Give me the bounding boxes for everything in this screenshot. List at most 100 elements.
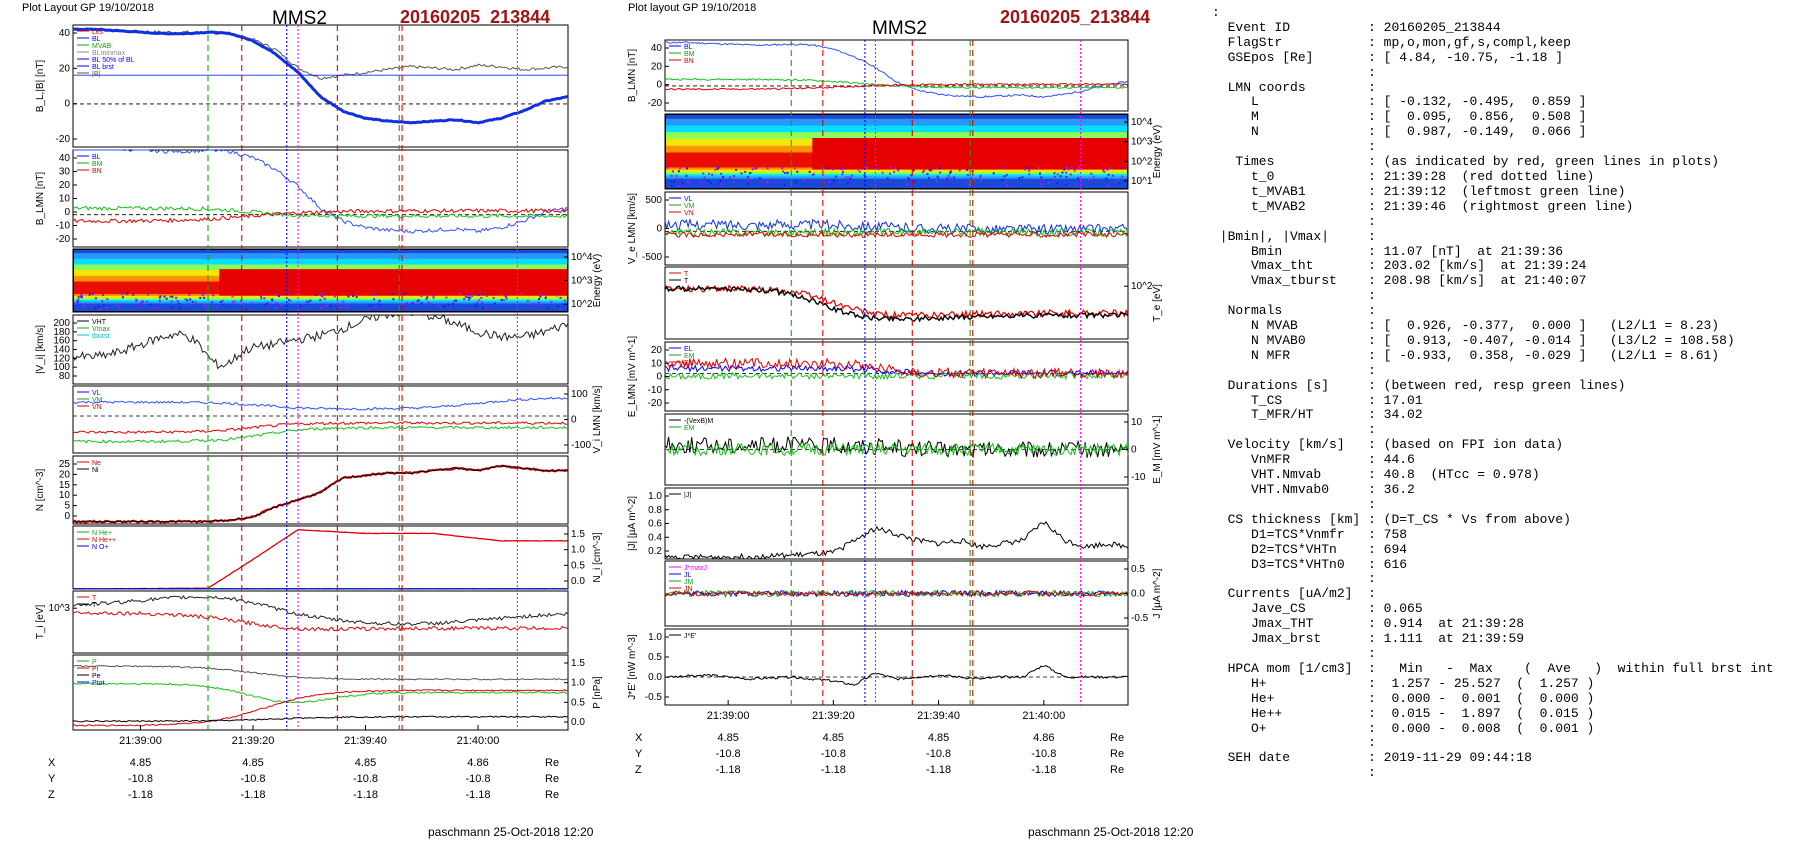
spectrogram-noise	[445, 296, 448, 299]
y-tick-label: 10^3	[571, 276, 593, 287]
summary-row: Jave_CS : 0.065	[1212, 601, 1774, 617]
summary-colon: :	[1368, 541, 1376, 557]
summary-key: N MVAB	[1212, 318, 1369, 334]
spectrogram-noise	[908, 178, 911, 181]
spectrogram-noise	[288, 292, 291, 295]
summary-colon: :	[1368, 258, 1376, 274]
spectrogram-noise	[447, 303, 450, 306]
spectrogram-noise	[782, 170, 785, 173]
spectrogram-noise	[449, 307, 452, 310]
summary-row: SEH date : 2019-11-29 09:44:18	[1212, 750, 1774, 766]
spectrogram-noise	[80, 296, 83, 299]
coord-value: -1.18	[926, 764, 951, 776]
spectrogram-noise	[834, 175, 837, 178]
spectrogram-noise	[938, 166, 941, 169]
spectrogram-noise	[847, 181, 850, 184]
coord-value: -10.8	[353, 773, 378, 785]
spectrogram-noise	[1039, 180, 1042, 183]
spectrogram-noise	[171, 306, 174, 309]
legend-label: BL	[684, 44, 693, 51]
spectrogram-noise	[1005, 180, 1008, 183]
summary-row: :	[1212, 363, 1774, 379]
spectrogram-noise	[766, 167, 769, 170]
summary-key: Jave_CS	[1212, 601, 1369, 617]
spectrogram-noise	[463, 298, 466, 301]
summary-colon: :	[1368, 511, 1376, 527]
spectrogram-noise	[263, 297, 266, 300]
spectrogram-noise	[526, 299, 529, 302]
summary-key: D1=TCS*Vnmfr	[1212, 526, 1369, 542]
legend-label: EM	[684, 425, 695, 432]
summary-key: L	[1212, 94, 1369, 110]
summary-key: M	[1212, 109, 1369, 125]
y-tick-label: 1.0	[648, 632, 662, 643]
y-tick-label: 0.8	[648, 505, 662, 516]
summary-row: O+ : 0.000 - 0.008 ( 0.001 )	[1212, 721, 1774, 737]
spectrogram-noise	[939, 171, 942, 174]
coord-unit: Re	[1110, 764, 1124, 776]
spectrogram-noise	[910, 174, 913, 177]
spectrogram-noise	[1069, 173, 1072, 176]
summary-value: 2019-11-29 09:44:18	[1375, 750, 1532, 766]
spectrogram-noise	[76, 300, 79, 303]
time-tick-label: 21:39:40	[917, 710, 960, 722]
summary-colon: :	[1368, 735, 1376, 751]
summary-colon: :	[1368, 318, 1376, 334]
spectrogram-noise	[117, 305, 120, 308]
spectrogram-noise	[978, 176, 981, 179]
spectrogram-noise	[82, 305, 85, 308]
plot-frame	[72, 24, 569, 148]
y-tick-label: 10^2	[1131, 281, 1153, 292]
spectrogram-noise	[1065, 171, 1068, 174]
summary-key: GSEpos [Re]	[1212, 49, 1369, 65]
coord-value: -10.8	[240, 773, 265, 785]
trace-vm	[664, 226, 1129, 238]
trace-vl	[72, 396, 569, 411]
summary-value: (D=T_CS * Vs from above)	[1375, 511, 1571, 527]
summary-key: Durations [s]	[1212, 377, 1369, 393]
spectrogram-noise	[1118, 182, 1121, 185]
summary-row: He++ : 0.015 - 1.897 ( 0.015 )	[1212, 706, 1774, 722]
spectrogram-noise	[762, 182, 765, 185]
spectrogram-noise	[972, 178, 975, 181]
spectrogram-noise	[708, 172, 711, 175]
spectrogram-noise	[944, 178, 947, 181]
spectrogram-noise	[722, 175, 725, 178]
spectrogram-noise	[478, 299, 481, 302]
summary-value: 1.111 at 21:39:59	[1375, 631, 1525, 647]
spectrogram-noise	[928, 169, 931, 172]
spectrogram-noise	[1006, 184, 1009, 187]
summary-key	[1212, 214, 1368, 229]
legend-label: VL	[92, 390, 101, 397]
y-tick-label: 0.0	[571, 717, 585, 728]
spectrogram-noise	[1021, 176, 1024, 179]
spectrogram-noise	[1067, 168, 1070, 171]
y-tick-label: 0.5	[571, 697, 585, 708]
spectrogram-noise	[138, 304, 141, 307]
spectrogram-noise	[204, 303, 207, 306]
legend-label: BM	[92, 161, 103, 168]
spectrogram-noise	[719, 182, 722, 185]
legend-label: EN	[684, 360, 694, 367]
summary-key: N	[1212, 124, 1369, 140]
spectrogram-noise	[826, 167, 829, 170]
spectrogram-noise	[80, 294, 83, 297]
summary-colon: :	[1368, 660, 1376, 676]
legend-label: BLminmax	[92, 50, 126, 57]
spectrogram-noise	[1066, 166, 1069, 169]
summary-row: T_CS : 17.01	[1212, 393, 1774, 409]
summary-row: N MFR : [ -0.933, 0.358, -0.029 ] (L2/L1…	[1212, 348, 1774, 364]
y-tick-label: -20	[56, 134, 71, 145]
spectrogram-noise	[436, 304, 439, 307]
spectrogram-noise	[505, 297, 508, 300]
spectrogram-noise	[493, 302, 496, 305]
spectrogram-noise	[101, 300, 104, 303]
spectrogram-noise	[146, 293, 149, 296]
spectrogram-noise	[267, 302, 270, 305]
trace-pb	[72, 689, 569, 727]
summary-colon: :	[1368, 645, 1376, 661]
plot-row-9: 1.0 0.5 0.0 -0.5 J*E' [nW m^-3] J*E'	[627, 628, 1129, 706]
spectrogram-noise	[848, 182, 851, 185]
